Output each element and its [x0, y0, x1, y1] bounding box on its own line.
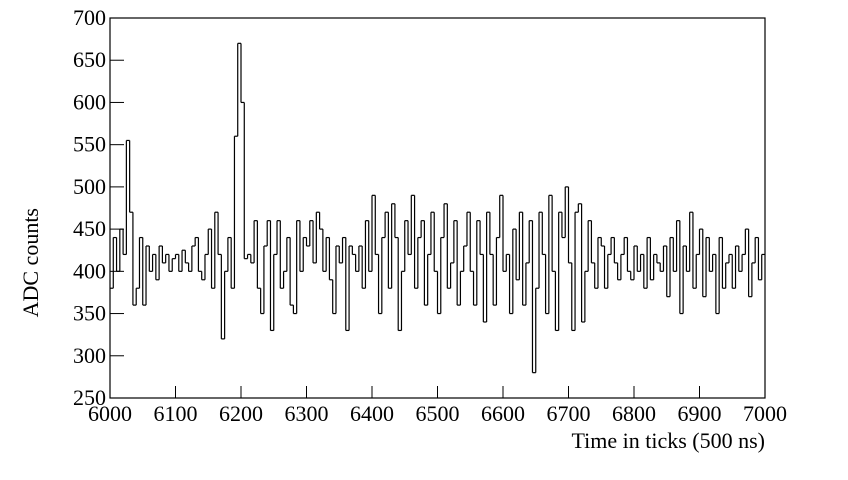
- x-tick-label: 6200: [219, 401, 263, 426]
- y-tick-label: 700: [73, 5, 106, 30]
- y-tick-label: 300: [73, 343, 106, 368]
- x-tick-label: 6500: [416, 401, 460, 426]
- y-tick-label: 350: [73, 301, 106, 326]
- x-tick-label: 6400: [350, 401, 394, 426]
- x-tick-label: 6800: [612, 401, 656, 426]
- y-axis-label: ADC counts: [18, 208, 43, 317]
- plot-frame: [109, 17, 766, 399]
- step-connectors: [112, 43, 763, 373]
- x-axis-label: Time in ticks (500 ns): [571, 428, 765, 453]
- y-tick-label: 550: [73, 132, 106, 157]
- x-tick-label: 6700: [547, 401, 591, 426]
- x-tick-label: 6600: [481, 401, 525, 426]
- y-tick-label: 250: [73, 385, 106, 410]
- y-tick-label: 650: [73, 47, 106, 72]
- x-tick-label: 7000: [743, 401, 787, 426]
- y-tick-label: 450: [73, 216, 106, 241]
- y-tick-label: 600: [73, 89, 106, 114]
- x-tick-label: 6000: [88, 401, 132, 426]
- y-tick-label: 400: [73, 258, 106, 283]
- x-tick-label: 6900: [678, 401, 722, 426]
- y-tick-label: 500: [73, 174, 106, 199]
- x-tick-label: 6100: [154, 401, 198, 426]
- x-tick-label: 6300: [285, 401, 329, 426]
